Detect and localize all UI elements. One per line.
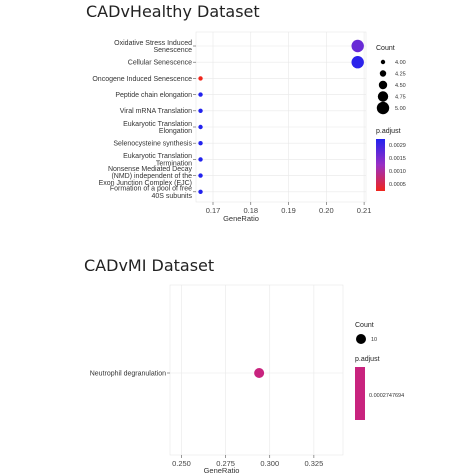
chart-1-y-tick-label: Oncogene Induced Senescence	[92, 76, 192, 83]
chart-1-legend-count-key	[376, 101, 390, 115]
chart-1-y-tick-label-line: Peptide chain elongation	[115, 92, 192, 99]
chart-1-legend-count-key	[378, 80, 388, 90]
chart-1-point	[198, 157, 203, 162]
chart-1-y-tick-label: Oxidative Stress Induced Senescence	[114, 40, 192, 54]
chart-1-y-tick-label-line: Selenocysteine synthesis	[113, 141, 192, 148]
chart-1-y-tick-label-line: Viral mRNA Translation	[120, 108, 192, 115]
chart-2-legend-padjust-title: p.adjust	[355, 356, 380, 363]
chart-1-point	[198, 141, 203, 146]
chart-1-y-tick-label-line: (NMD) independent of the	[111, 173, 192, 180]
chart-1-legend-count-label: 5.00	[395, 106, 406, 112]
chart-1-legend-count-key	[379, 70, 387, 77]
chart-1-title: CADvHealthy Dataset	[86, 2, 260, 21]
chart-2-legend-count-label: 10	[371, 337, 377, 343]
chart-1-x-tick-label: 0.18	[243, 206, 258, 215]
chart-1-y-tick-label: Peptide chain elongation	[115, 92, 192, 99]
chart-2-x-axis-label: GeneRatio	[204, 466, 240, 474]
chart-2-legend-padjust-label: 0.0002747694	[369, 393, 404, 399]
chart-1-legend-count-key	[380, 59, 386, 65]
chart-1-panel	[195, 31, 367, 203]
chart-1-point	[198, 173, 203, 178]
chart-1-y-tick-label: Eukaryotic Translation Termination	[123, 153, 192, 167]
chart-1-y-tick-label-line: Eukaryotic Translation	[123, 121, 192, 128]
chart-1-y-tick-label-line: 40S subunits	[152, 193, 193, 200]
chart-1-x-tick-label: 0.17	[206, 206, 221, 215]
chart-1-y-tick-label-line: Exon Junction Complex (EJC)	[99, 180, 192, 187]
chart-2-x-tick-label: 0.325	[304, 459, 323, 468]
chart-1-y-tick-label-line: Senescence	[153, 47, 192, 54]
chart-1-legend-count-title: Count	[376, 45, 395, 52]
chart-1-legend-count-label: 4.00	[395, 60, 406, 66]
chart-1-x-tick-label: 0.19	[281, 206, 296, 215]
chart-2-legend-count-key	[356, 334, 366, 344]
chart-1-y-tick-label-line: Cellular Senescence	[128, 60, 192, 67]
chart-1-legend-count-label: 4.75	[395, 95, 406, 101]
chart-1-x-tick-label: 0.20	[319, 206, 334, 215]
chart-2-x-tick-label: 0.250	[172, 459, 191, 468]
chart-1: 0.17 0.18 0.19 0.20 0.21 Oxidative Stress Ind…	[92, 31, 406, 223]
chart-1-y-tick-label: Eukaryotic Translation Elongation	[123, 121, 192, 135]
chart-2-legend-colorbar	[355, 367, 365, 420]
chart-1-y-tick-label-line: Oxidative Stress Induced	[114, 40, 192, 47]
chart-1-y-tick-label: Selenocysteine synthesis	[113, 141, 192, 148]
chart-2-point	[254, 368, 265, 378]
chart-1-y-tick-label-line: Oncogene Induced Senescence	[92, 76, 192, 83]
chart-1-point	[198, 108, 203, 114]
chart-2-legend-count-title: Count	[355, 322, 374, 329]
chart-1-x-tick-label: 0.21	[357, 206, 372, 215]
chart-1-legend-count-label: 4.50	[395, 83, 406, 89]
chart-1-point	[351, 39, 364, 53]
chart-1-x-axis-label: GeneRatio	[223, 214, 259, 223]
chart-1-legend-padjust-label: 0.0029	[389, 143, 406, 149]
chart-1-y-tick-label: Formation of a pool of free 40S subunits	[110, 186, 193, 200]
chart-2-title: CADvMI Dataset	[84, 256, 215, 275]
chart-1-legend-padjust-label: 0.0010	[389, 169, 406, 175]
chart-2-y-tick-label: Neutrophil degranulation	[90, 370, 166, 377]
chart-1-legend-padjust-title: p.adjust	[376, 128, 401, 135]
chart-1-y-tick-label: Viral mRNA Translation	[120, 108, 192, 115]
chart-1-legend-count-label: 4.25	[395, 72, 406, 78]
chart-1-legend-padjust-label: 0.0005	[389, 182, 406, 188]
chart-1-y-tick-label-line: Eukaryotic Translation	[123, 153, 192, 160]
chart-1-point	[198, 92, 203, 97]
chart-1-point	[351, 56, 364, 69]
chart-1-y-tick-label: Nonsense Mediated Decay (NMD) independent…	[99, 166, 193, 187]
chart-1-point	[198, 124, 203, 130]
chart-1-point	[198, 189, 203, 194]
chart-1-y-tick-label: Cellular Senescence	[128, 60, 192, 67]
chart-1-legend-count-key	[377, 91, 389, 102]
chart-1-y-tick-label-line: Nonsense Mediated Decay	[108, 166, 193, 173]
chart-2-x-tick-label: 0.275	[216, 459, 235, 468]
chart-1-y-tick-label-line: Formation of a pool of free	[110, 186, 192, 193]
chart-1-y-tick-label-line: Termination	[156, 160, 192, 167]
chart-1-legend-colorbar	[376, 139, 385, 191]
chart-2: 0.250 0.275 0.300 0.325 Neutrophil degranula…	[90, 284, 404, 474]
chart-1-legend-padjust-label: 0.0015	[389, 156, 406, 162]
chart-1-y-tick-label-line: Elongation	[159, 128, 192, 135]
chart-1-point	[198, 76, 203, 81]
chart-2-x-tick-label: 0.300	[260, 459, 279, 468]
